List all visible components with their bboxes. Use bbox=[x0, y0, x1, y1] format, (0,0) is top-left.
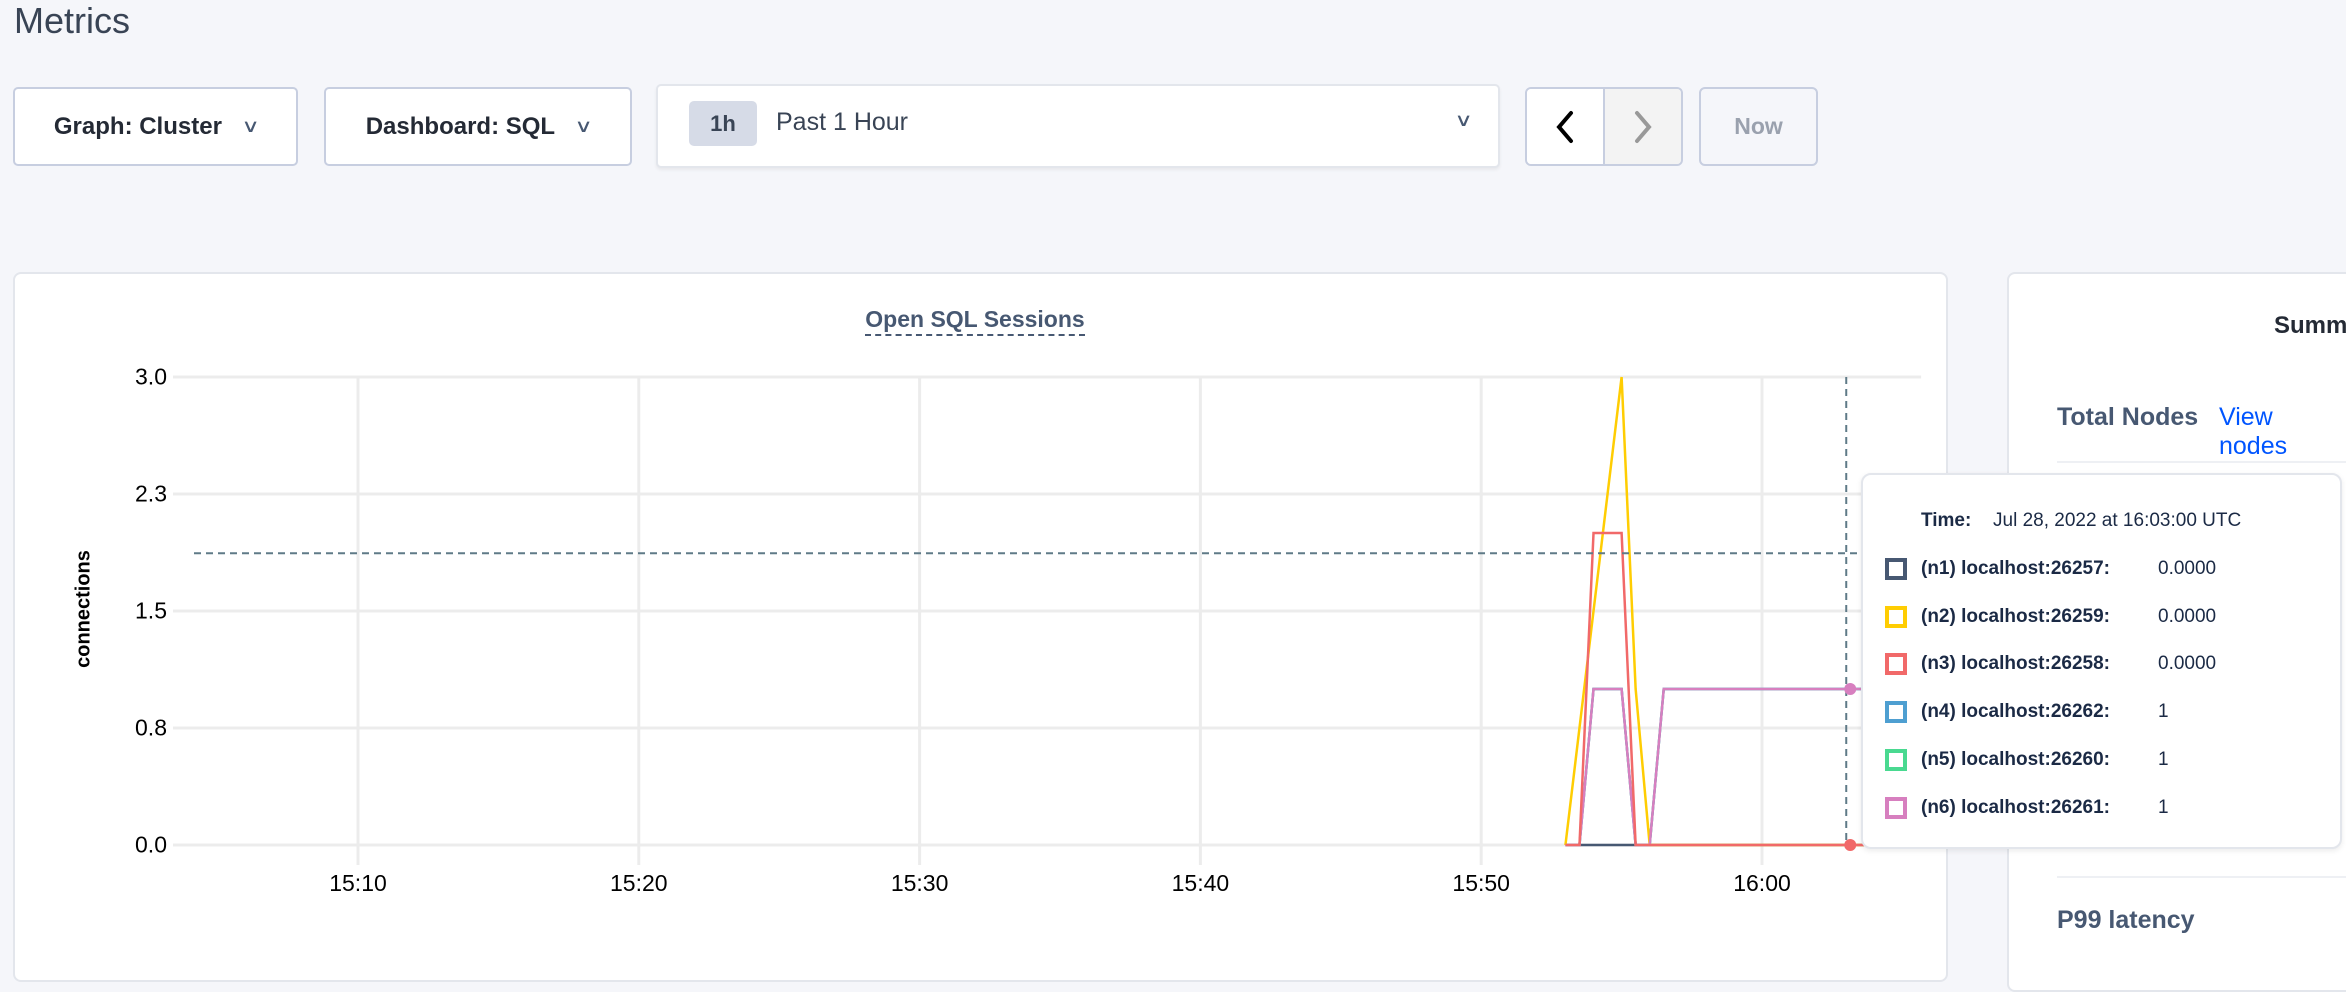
tooltip-series-label: (n2) localhost:26259: bbox=[1921, 605, 2110, 627]
tooltip-series-value: 1 bbox=[2158, 701, 2169, 723]
x-tick-label: 15:30 bbox=[890, 870, 949, 896]
y-tick-label: 2.3 bbox=[135, 480, 167, 507]
divider bbox=[2057, 876, 2346, 878]
tooltip-time-value: Jul 28, 2022 at 16:03:00 UTC bbox=[1993, 510, 2242, 531]
divider bbox=[2057, 461, 2346, 463]
tooltip-series-value: 0.0000 bbox=[2158, 558, 2217, 579]
series-swatch-icon bbox=[1885, 653, 1907, 676]
y-tick-label: 1.5 bbox=[135, 597, 167, 624]
now-button[interactable]: Now bbox=[1699, 87, 1818, 166]
series-swatch-icon bbox=[1885, 748, 1907, 771]
page-title: Metrics bbox=[14, 0, 130, 41]
chart-title-text: Open SQL Sessions bbox=[865, 306, 1085, 336]
tooltip-series-value: 0.0000 bbox=[2158, 605, 2217, 627]
y-tick-label: 0.0 bbox=[135, 831, 167, 858]
next-range-button[interactable] bbox=[1605, 89, 1681, 164]
chevron-down-icon: ∨ bbox=[241, 116, 260, 136]
x-tick-label: 15:10 bbox=[329, 870, 387, 896]
series-swatch-icon bbox=[1885, 701, 1907, 724]
view-nodes-link[interactable]: View nodes bbox=[2219, 403, 2288, 460]
tooltip-series-value: 1 bbox=[2158, 748, 2169, 770]
dashboard-select-label: Dashboard: SQL bbox=[365, 112, 556, 140]
chevron-down-icon: ∨ bbox=[1454, 110, 1473, 130]
x-tick-label: 15:50 bbox=[1452, 870, 1510, 896]
series-swatch-icon bbox=[1885, 605, 1907, 628]
series-swatch-icon bbox=[1885, 558, 1907, 580]
x-tick-label: 15:40 bbox=[1171, 870, 1230, 896]
time-nav-group bbox=[1525, 87, 1683, 166]
y-tick-label: 0.8 bbox=[135, 714, 167, 741]
y-tick-label: 3.0 bbox=[135, 363, 167, 390]
hover-point bbox=[1844, 683, 1857, 695]
time-range-badge: 1h bbox=[689, 101, 757, 146]
tooltip-series-value: 0.0000 bbox=[2158, 653, 2217, 675]
chart-tooltip: Time: Jul 28, 2022 at 16:03:00 UTC (n1) … bbox=[1861, 473, 2342, 849]
tooltip-series-label: (n4) localhost:26262: bbox=[1921, 701, 2110, 723]
tooltip-series-label: (n5) localhost:26260: bbox=[1921, 748, 2110, 770]
tooltip-time-label: Time: bbox=[1921, 510, 1972, 531]
graph-select-label: Graph: Cluster bbox=[53, 112, 222, 140]
series-swatch-icon bbox=[1885, 796, 1907, 819]
summary-title: Summ bbox=[2274, 312, 2346, 339]
total-nodes-label: Total Nodes bbox=[2057, 403, 2199, 431]
chart-plot[interactable] bbox=[0, 0, 1950, 978]
graph-select[interactable]: Graph: Cluster ∨ bbox=[13, 87, 298, 166]
chart-title[interactable]: Open SQL Sessions bbox=[0, 306, 1950, 336]
p99-latency-label: P99 latency bbox=[2057, 906, 2195, 934]
chevron-left-icon bbox=[1556, 110, 1573, 143]
tooltip-series-label: (n3) localhost:26258: bbox=[1921, 653, 2110, 675]
x-tick-label: 15:20 bbox=[610, 870, 668, 896]
hover-point bbox=[1844, 839, 1857, 851]
time-range-select[interactable]: 1h Past 1 Hour ∨ bbox=[656, 84, 1500, 168]
time-range-label: Past 1 Hour bbox=[776, 108, 909, 136]
dashboard-select[interactable]: Dashboard: SQL ∨ bbox=[324, 87, 632, 166]
tooltip-series-label: (n1) localhost:26257: bbox=[1921, 558, 2110, 579]
tooltip-series-label: (n6) localhost:26261: bbox=[1921, 796, 2110, 818]
tooltip-series-value: 1 bbox=[2158, 796, 2169, 818]
x-tick-label: 16:00 bbox=[1733, 870, 1791, 896]
chevron-down-icon: ∨ bbox=[574, 116, 593, 136]
chevron-right-icon bbox=[1635, 110, 1652, 143]
previous-range-button[interactable] bbox=[1527, 89, 1605, 164]
